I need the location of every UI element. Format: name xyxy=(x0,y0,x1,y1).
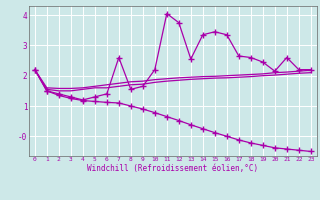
X-axis label: Windchill (Refroidissement éolien,°C): Windchill (Refroidissement éolien,°C) xyxy=(87,164,258,173)
